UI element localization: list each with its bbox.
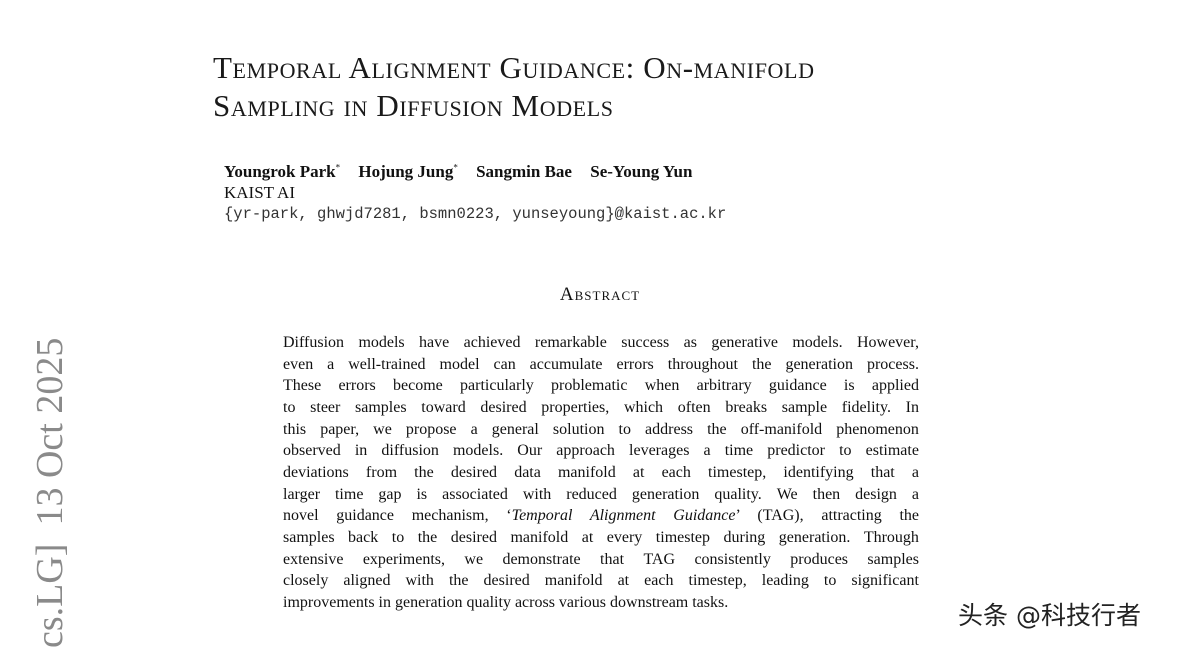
affiliation: KAIST AI: [224, 183, 295, 202]
author: Youngrok Park*: [224, 162, 341, 181]
abstract-line: deviations from the desired data manifold at ea…: [283, 463, 919, 481]
arxiv-date: 13 Oct 2025: [29, 337, 71, 526]
abstract-line: Diffusion models have achieved remarkable suc…: [283, 334, 919, 351]
abstract-line: observed in diffusion models. Our approach lev…: [283, 442, 919, 460]
author-emails: {yr-park, ghwjd7281, bsmn0223, yunseyoun…: [224, 205, 727, 223]
abstract-line: closely aligned with the desired manifold at ea…: [283, 572, 919, 590]
paper-title-line-2: Sampling in Diffusion Models: [213, 88, 614, 123]
paper-title-line-1: Temporal Alignment Guidance: On-manifold: [213, 50, 815, 85]
author: Hojung Jung*: [358, 162, 458, 181]
abstract-line: novel guidance mechanism, ‘Temporal Alig…: [283, 507, 920, 525]
abstract-line: to steer samples toward desired properties, wh…: [283, 398, 919, 416]
author: Se-Young Yun: [590, 162, 693, 181]
abstract-body: Diffusion models have achieved remarkable suc…: [283, 332, 919, 614]
watermark: 头条 @科技行者: [958, 601, 1141, 630]
abstract-line: extensive experiments, we demonstrate that TA…: [283, 550, 919, 568]
abstract-line: These errors become particularly problematic…: [283, 377, 919, 395]
abstract-line: even a well-trained model can accumulate error…: [283, 355, 919, 373]
arxiv-side-stamp: cs.LG] 13 Oct 2025: [28, 338, 72, 648]
abstract-line: larger time gap is associated with reduced gene…: [283, 485, 919, 503]
abstract-line: samples back to the desired manifold at every ti…: [283, 528, 919, 546]
abstract-line: improvements in generation quality acros…: [283, 593, 729, 611]
abstract-line: this paper, we propose a general solution to add…: [283, 420, 919, 438]
author-list: Youngrok Park* Hojung Jung* Sangmin Bae …: [224, 162, 706, 182]
author: Sangmin Bae: [476, 162, 572, 181]
abstract-heading: Abstract: [559, 284, 641, 305]
arxiv-category: cs.LG]: [29, 543, 71, 648]
